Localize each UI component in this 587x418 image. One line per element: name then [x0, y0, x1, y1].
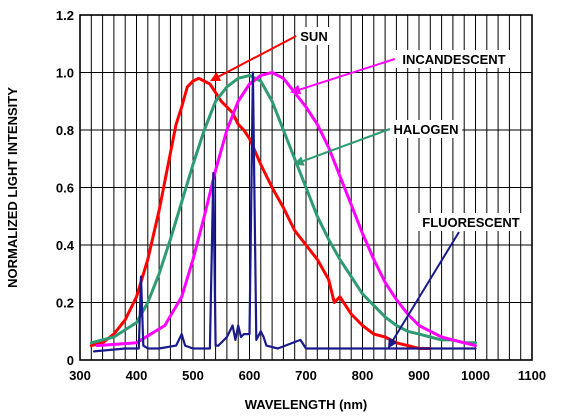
- annotation-arrow-head: [209, 72, 222, 82]
- x-tick-label: 900: [408, 368, 430, 383]
- annotation-arrow-head: [387, 337, 398, 349]
- x-tick-label: 600: [239, 368, 261, 383]
- series-line-sun: [89, 76, 432, 350]
- x-tick-label: 800: [352, 368, 374, 383]
- x-tick-label: 400: [126, 368, 148, 383]
- annotation-bg: [416, 213, 526, 231]
- annotation-arrow-line: [392, 231, 460, 341]
- y-tick-label: 1.0: [56, 66, 74, 81]
- x-tick-label: 1000: [461, 368, 490, 383]
- annotation-incandescent: INCANDESCENT: [402, 52, 505, 67]
- y-tick-label: 0.2: [56, 296, 74, 311]
- y-tick-label: 0: [67, 353, 74, 368]
- y-tick-labels: 0 0.2 0.4 0.6 0.8 1.0 1.2: [56, 8, 75, 368]
- annotation-fluorescent: FLUORESCENT: [422, 215, 520, 230]
- y-tick-label: 0.6: [56, 181, 74, 196]
- annotation-arrow-head: [293, 156, 305, 166]
- annotation-arrow-line: [218, 35, 297, 78]
- series-line-halogen: [89, 73, 477, 345]
- plot-frame: [79, 14, 533, 361]
- x-tick-label: 700: [295, 368, 317, 383]
- annotation-bg: [389, 120, 463, 138]
- x-axis-title: WAVELENGTH (nm): [245, 397, 368, 412]
- y-tick-label: 0.4: [56, 238, 75, 253]
- annotation-arrow-head: [290, 84, 302, 95]
- x-tick-label: 1100: [518, 368, 546, 383]
- y-tick-label: 0.8: [56, 123, 74, 138]
- annotation-halogen: HALOGEN: [394, 122, 459, 137]
- grid: [80, 15, 532, 360]
- series-line-fluorescent: [92, 71, 477, 353]
- series-layer: [89, 71, 477, 353]
- x-tick-label: 500: [182, 368, 204, 383]
- x-tick-label: 300: [69, 368, 91, 383]
- annotation-arrow-line: [299, 58, 396, 91]
- annotations: SUN INCANDESCENT HALOGEN FLUORESCENT: [209, 27, 526, 349]
- annotation-arrow-line: [302, 128, 391, 162]
- annotation-bg: [394, 50, 514, 68]
- y-axis-title: NORMALIZED LIGHT INTENSITY: [5, 87, 20, 288]
- series-line-incandescent: [95, 71, 477, 348]
- annotation-bg: [296, 27, 332, 45]
- y-tick-label: 1.2: [56, 8, 74, 23]
- x-tick-labels: 300 400 500 600 700 800 900 1000 1100: [69, 368, 546, 383]
- annotation-sun: SUN: [300, 29, 327, 44]
